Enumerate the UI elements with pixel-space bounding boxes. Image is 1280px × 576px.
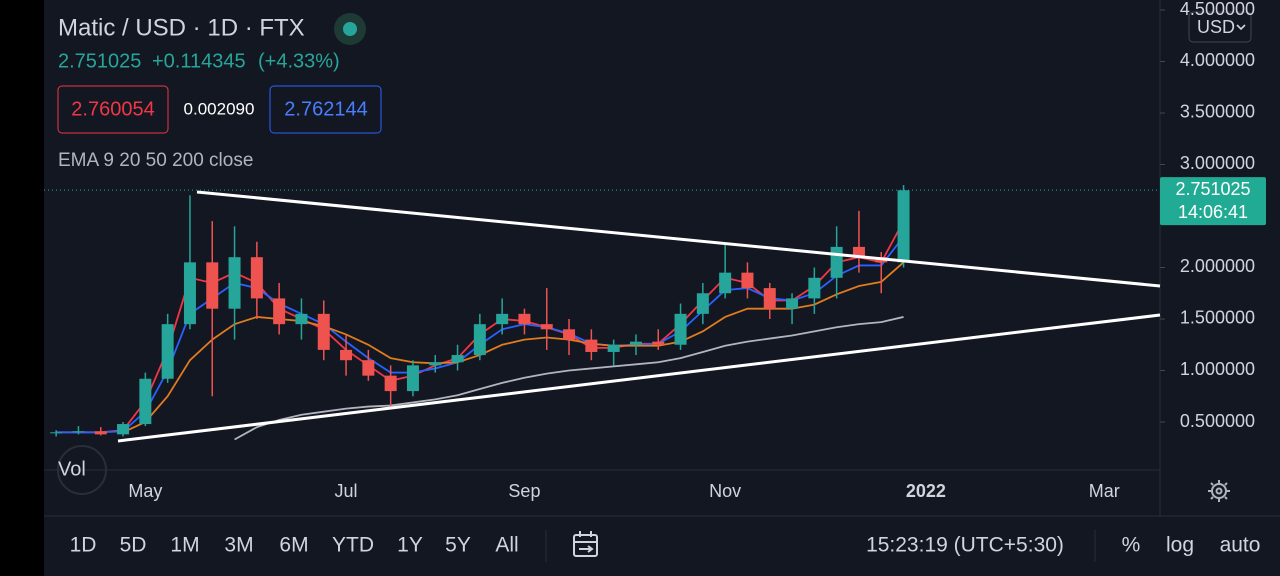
spread: 0.002090 [184,99,255,118]
candle-body [384,375,397,392]
scale-option[interactable]: % [1122,534,1141,557]
bid-price[interactable]: 2.760054 [71,98,154,120]
x-tick-label: Sep [508,481,540,501]
candle-body [295,313,308,325]
ema-line [234,316,904,441]
candle-body [763,288,776,309]
price-change-pct: (+4.33%) [258,50,340,72]
bar-countdown: 14:06:41 [1178,202,1248,222]
candle-body [741,272,754,289]
currency-label[interactable]: USD [1197,17,1235,37]
candle-body [786,298,799,309]
candle-body [451,355,464,363]
range-button[interactable]: 1M [170,534,199,557]
bid-box[interactable] [57,85,169,134]
trendline-lower [117,313,1161,443]
candle-body [406,365,419,392]
price-change: +0.114345 [152,50,246,72]
settings-icon[interactable] [1208,480,1230,502]
last-price: 2.751025 [58,50,141,72]
trendline-upper [196,190,1161,288]
candle-body [719,272,732,294]
candle-body [94,431,107,435]
x-tick-label: Nov [709,481,741,501]
range-button[interactable]: 1D [70,534,97,557]
currency-button[interactable] [1188,11,1252,43]
candle-body [183,262,196,325]
date-range-icon[interactable] [573,531,598,557]
indicator-label: EMA 9 20 50 200 close [58,150,253,171]
candle-body [652,341,665,345]
x-tick-label: May [128,481,162,501]
vol-label: Vol [58,458,86,480]
range-button[interactable]: 5D [120,534,147,557]
candle-body [473,324,486,356]
candle-body [161,324,174,379]
candle-body [830,246,843,278]
candle-body [72,431,85,433]
range-button[interactable]: All [495,534,518,557]
range-button[interactable]: YTD [332,534,374,557]
y-tick-label: 3.500000 [1180,102,1255,122]
range-button[interactable]: 6M [279,534,308,557]
candle-body [429,362,442,366]
candle-body [273,298,286,325]
x-tick-label: 2022 [906,481,946,501]
y-tick-label: 0.500000 [1180,411,1255,431]
ask-price[interactable]: 2.762144 [284,98,367,120]
candle-body [808,277,821,299]
x-tick-label: Mar [1089,481,1120,501]
candle-body [117,424,130,435]
vol-toggle[interactable] [57,445,107,495]
app-background [44,0,1280,576]
y-tick-label: 1.000000 [1180,359,1255,379]
range-button[interactable]: 3M [224,534,253,557]
candle-body [139,378,152,425]
y-tick-label: 1.500000 [1180,308,1255,328]
clock: 15:23:19 (UTC+5:30) [866,534,1064,557]
candle-body [563,329,576,340]
candle-body [317,313,330,350]
candle-body [250,257,263,299]
candle-body [50,432,63,434]
last-price-badge [1160,177,1266,226]
scale-option[interactable]: log [1166,534,1194,557]
candle-body [340,349,353,361]
candle-body [228,257,241,309]
candle-body [852,246,865,258]
scale-option[interactable]: auto [1220,534,1261,557]
range-button[interactable]: 5Y [445,534,471,557]
y-tick-label: 4.500000 [1180,0,1255,19]
candle-body [362,360,375,376]
candle-body [674,313,687,345]
last-price-label: 2.751025 [1175,179,1250,199]
candle-body [696,293,709,314]
ask-box[interactable] [269,85,382,134]
y-tick-label: 4.000000 [1180,50,1255,70]
symbol-title: Matic / USD · 1D · FTX [58,14,305,41]
candle-body [540,324,553,330]
candle-body [607,344,620,352]
y-tick-label: 3.000000 [1180,153,1255,173]
candle-body [585,339,598,352]
candle-body [897,190,910,263]
range-button[interactable]: 1Y [397,534,423,557]
candle-body [496,313,509,325]
y-tick-label: 2.000000 [1180,256,1255,276]
candle-body [629,341,642,345]
x-tick-label: Jul [335,481,358,501]
candle-body [518,313,531,325]
currency-chevron [1236,24,1246,31]
status-dot [343,22,357,36]
candle-body [206,262,219,309]
